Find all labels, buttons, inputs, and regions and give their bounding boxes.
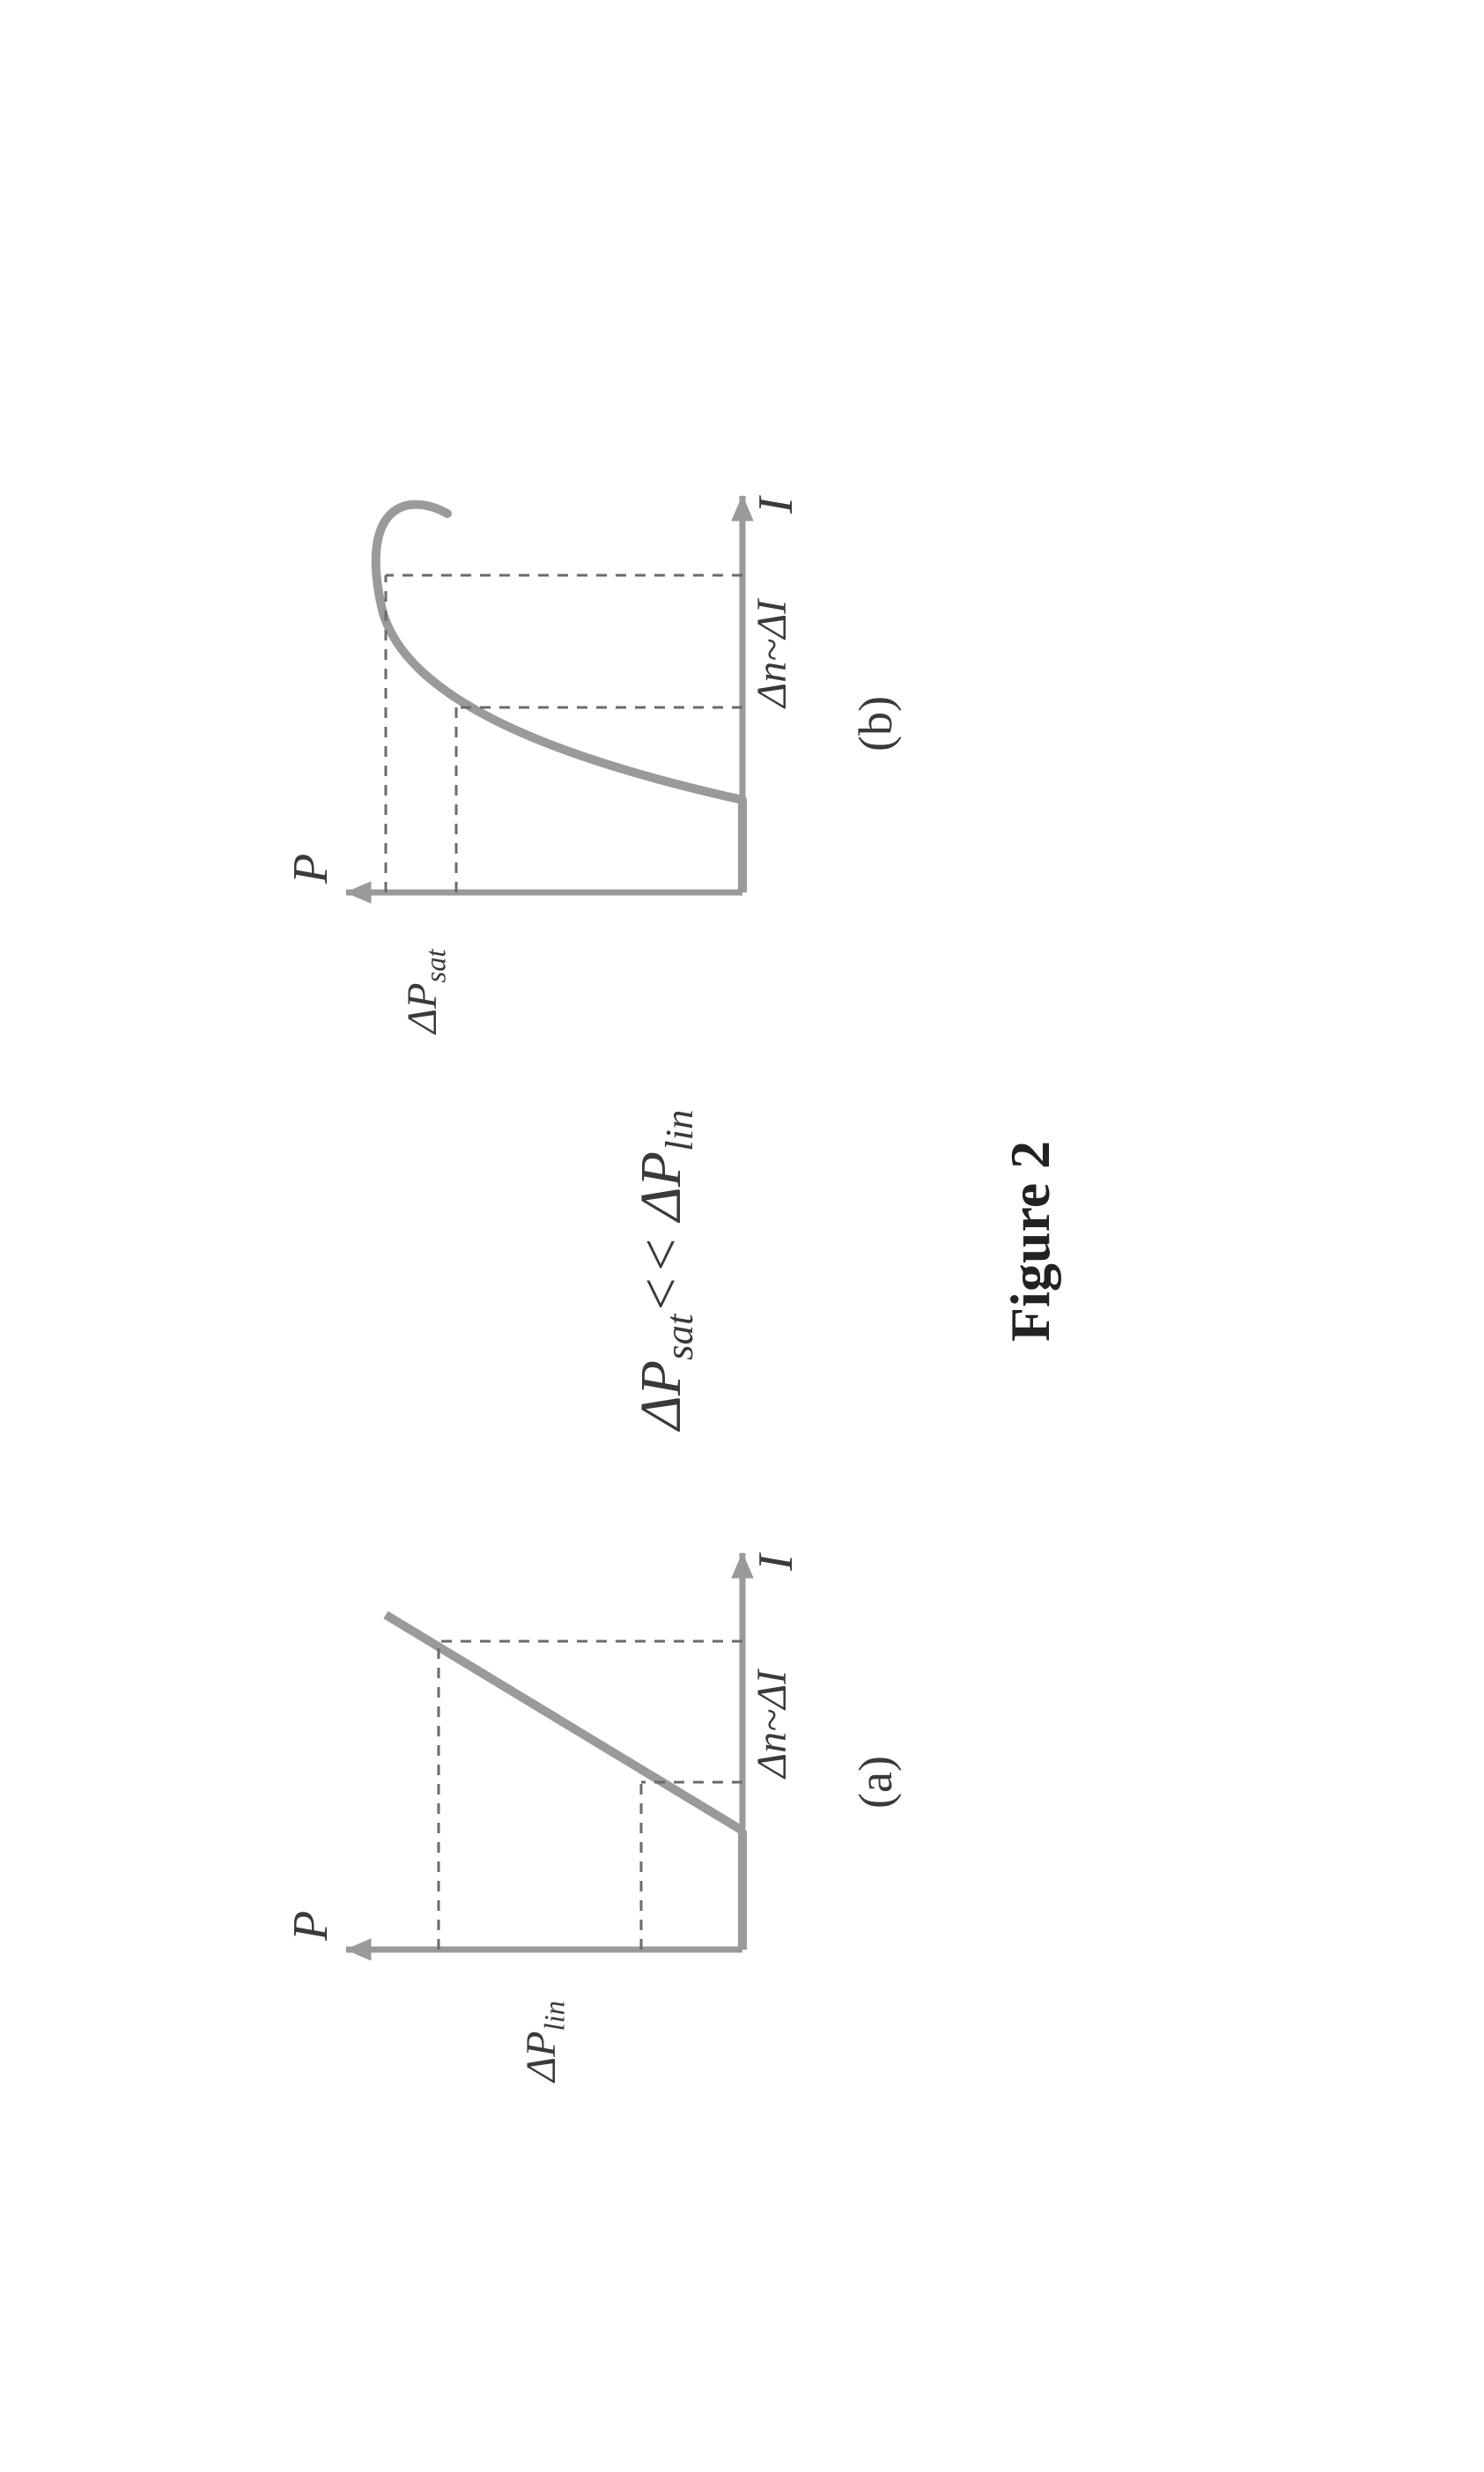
panel-a-delta-i-label: Δn~ΔI <box>748 1670 796 1778</box>
figure-caption: Figure 2 <box>998 1141 1063 1342</box>
panel-a-y-axis-label: P <box>283 1911 339 1941</box>
panel-a-sublabel: (a) <box>848 1756 903 1809</box>
panel-b-y-axis-label: P <box>283 854 339 884</box>
panel-b-sublabel: (b) <box>848 696 903 751</box>
panel-b: P I Δn~ΔI ΔPsat (b) <box>320 478 813 972</box>
panel-b-delta-i-label: Δn~ΔI <box>748 600 796 707</box>
panel-b-x-axis-label: I <box>748 497 804 514</box>
panel-a-svg <box>320 1536 813 2029</box>
panel-b-svg <box>320 478 813 972</box>
panel-a: P I Δn~ΔI ΔPlin (a) <box>320 1536 813 2029</box>
rotated-wrapper: P I Δn~ΔI ΔPlin (a) P I Δn~ΔI ΔPsat (b) … <box>188 311 1297 2161</box>
figure-stage: P I Δn~ΔI ΔPlin (a) P I Δn~ΔI ΔPsat (b) … <box>188 311 1297 2161</box>
center-inequality: ΔPsat<< ΔPlin <box>628 1110 702 1430</box>
panel-a-x-axis-label: I <box>748 1554 804 1571</box>
panel-b-delta-p-label: ΔPsat <box>398 949 454 1033</box>
panel-a-delta-p-label: ΔPlin <box>517 2001 572 2082</box>
